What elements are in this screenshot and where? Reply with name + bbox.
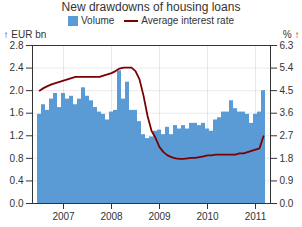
- svg-text:1.6: 1.6: [10, 107, 24, 118]
- svg-text:2008: 2008: [100, 211, 123, 222]
- html-text:New drawdowns of housing loans: New drawdowns of housing loans: [61, 0, 241, 14]
- svg-text:2.7: 2.7: [280, 130, 294, 141]
- svg-text:2011: 2011: [245, 211, 267, 222]
- svg-text:2010: 2010: [196, 211, 219, 222]
- svg-text:4.5: 4.5: [280, 85, 294, 96]
- svg-text:0.9: 0.9: [280, 175, 294, 186]
- svg-text:3.6: 3.6: [280, 107, 294, 118]
- svg-text:0.4: 0.4: [10, 175, 24, 186]
- svg-text:0.0: 0.0: [280, 198, 294, 209]
- svg-text:1.8: 1.8: [280, 153, 294, 164]
- html-text:Average interest rate: Average interest rate: [141, 14, 234, 26]
- svg-text:2.8: 2.8: [10, 40, 24, 51]
- svg-text:5.4: 5.4: [280, 62, 294, 73]
- svg-text:1.2: 1.2: [10, 130, 24, 141]
- svg-text:0.8: 0.8: [10, 153, 24, 164]
- html-text:Volume: Volume: [81, 14, 115, 26]
- svg-text:2.4: 2.4: [10, 62, 24, 73]
- svg-text:2007: 2007: [52, 211, 75, 222]
- svg-text:↑ EUR bn: ↑ EUR bn: [4, 29, 47, 40]
- svg-text:0.0: 0.0: [10, 198, 24, 209]
- svg-text:2009: 2009: [148, 211, 171, 222]
- svg-text:% ↑: % ↑: [283, 29, 300, 40]
- svg-text:2.0: 2.0: [10, 85, 24, 96]
- svg-text:6.3: 6.3: [280, 40, 294, 51]
